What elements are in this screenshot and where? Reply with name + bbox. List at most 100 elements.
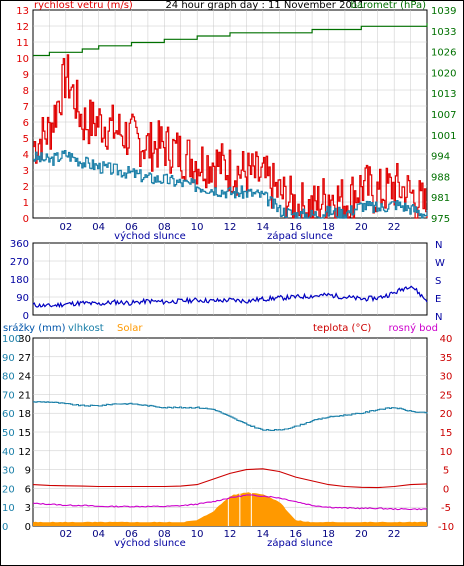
temperature-tick-label: 30: [440, 372, 453, 383]
temperature-tick-label: -5: [441, 503, 451, 514]
humidity-tick-label: 70: [2, 390, 15, 401]
wind-x-tick-label: 20: [355, 222, 368, 233]
direction-series-line: [32, 285, 428, 309]
humidity-axis-title: vlhkost: [68, 323, 104, 334]
humidity-tick-label: 80: [2, 372, 15, 383]
humidity-tick-label: 100: [2, 334, 21, 345]
direction-grid: [33, 243, 427, 315]
compass-label: N: [435, 240, 442, 251]
wind-x-tick-label: 02: [59, 222, 72, 233]
sunset-label: západ slunce: [267, 230, 333, 242]
wind-left-tick-label: 3: [23, 166, 29, 177]
sunrise-label-2: východ slunce: [114, 537, 186, 549]
rain-tick-label: 27: [18, 353, 31, 364]
sunrise-label: východ slunce: [114, 230, 186, 242]
wind-x-tick-label: 12: [224, 222, 237, 233]
weather-x-tick-label: 08: [158, 529, 171, 540]
temperature-axis-title: teplota (°C): [313, 323, 371, 334]
humidity-tick-label: 50: [2, 428, 15, 439]
rain-tick-label: 6: [25, 484, 31, 495]
wind-left-tick-label: 5: [23, 134, 29, 145]
temperature-tick-label: 0: [443, 484, 449, 495]
wind-axis-title: rychlost vetru (m/s): [34, 0, 133, 11]
temperature-tick-label: 40: [440, 334, 453, 345]
humidity-tick-label: 90: [2, 353, 15, 364]
wind-left-tick-label: 13: [16, 6, 29, 17]
pressure-right-tick-label: 1020: [431, 68, 456, 79]
temperature-tick-label: 35: [440, 353, 453, 364]
direction-tick-label: 360: [10, 239, 29, 250]
weather-x-tick-label: 12: [224, 529, 237, 540]
weather-grid: [33, 338, 427, 526]
wind-x-tick-label: 22: [388, 222, 401, 233]
pressure-right-tick-label: 988: [431, 172, 450, 183]
weather-x-tick-label: 02: [59, 529, 72, 540]
solar-area: [33, 492, 427, 526]
wind-left-tick-label: 2: [23, 182, 29, 193]
weather-axes: 1009080706050403020100302724211815129630…: [2, 334, 454, 533]
temperature-tick-label: 15: [440, 428, 453, 439]
direction-tick-label: 90: [16, 293, 29, 304]
weather-x-tick-label: 22: [388, 529, 401, 540]
wind-x-axis: 02 04 06 08 10 12 14 16 18 20 22: [59, 222, 400, 233]
direction-tick-label: 270: [10, 257, 29, 268]
solar-label: Solar: [117, 323, 143, 334]
rain-tick-label: 30: [18, 334, 31, 345]
wind-left-tick-label: 7: [23, 102, 29, 113]
pressure-axis-title: barometr (hPa): [351, 0, 427, 11]
wind-left-tick-label: 9: [23, 70, 29, 81]
rain-tick-label: 12: [18, 447, 31, 458]
pressure-right-tick-label: 1013: [431, 89, 456, 100]
temperature-tick-label: 20: [440, 409, 453, 420]
rain-tick-label: 9: [25, 466, 31, 477]
gust-series-line: [33, 54, 428, 219]
wind-x-tick-label: 14: [256, 222, 269, 233]
weather-x-tick-label: 06: [125, 529, 138, 540]
humidity-tick-label: 60: [2, 409, 15, 420]
direction-tick-label: 180: [10, 275, 29, 286]
weather-series: [32, 401, 428, 526]
compass-label: W: [435, 258, 445, 269]
pressure-right-tick-label: 1033: [431, 27, 456, 38]
rain-tick-label: 3: [25, 503, 31, 514]
pressure-right-tick-label: 1026: [431, 48, 456, 59]
temperature-tick-label: -10: [438, 522, 454, 533]
temperature-tick-label: 10: [440, 447, 453, 458]
compass-label: N: [435, 312, 442, 323]
wind-x-tick-label: 16: [289, 222, 302, 233]
temperature-tick-label: 5: [443, 466, 449, 477]
wind-left-tick-label: 8: [23, 86, 29, 97]
weather-x-tick-label: 10: [191, 529, 204, 540]
wind-left-tick-label: 0: [23, 214, 29, 225]
rain-tick-label: 15: [18, 428, 31, 439]
wind-x-tick-label: 18: [322, 222, 335, 233]
weather-x-tick-label: 14: [256, 529, 269, 540]
rain-axis-title: srážky (mm): [3, 322, 66, 334]
humidity-tick-label: 40: [2, 447, 15, 458]
dewpoint-label: rosný bod: [389, 322, 438, 334]
compass-label: S: [435, 276, 441, 287]
rain-tick-label: 21: [18, 390, 31, 401]
direction-series: [32, 285, 428, 309]
temperature-tick-label: 25: [440, 390, 453, 401]
direction-tick-label: 0: [23, 311, 29, 322]
compass-label: E: [435, 294, 441, 305]
pressure-series-line: [33, 23, 428, 57]
sunset-label-2: západ slunce: [267, 537, 333, 549]
avg-wind-series-line: [33, 150, 428, 219]
weather-x-tick-label: 20: [355, 529, 368, 540]
wind-x-tick-label: 04: [92, 222, 105, 233]
pressure-right-tick-label: 981: [431, 193, 450, 204]
humidity-tick-label: 30: [2, 466, 15, 477]
pressure-right-tick-label: 1039: [431, 6, 456, 17]
humidity-tick-label: 0: [2, 522, 8, 533]
wind-series: [33, 23, 428, 219]
wind-left-tick-label: 10: [16, 54, 29, 65]
dewpoint-series-line: [32, 494, 428, 511]
humidity-series-line: [33, 401, 428, 431]
weather-x-tick-label: 18: [322, 529, 335, 540]
